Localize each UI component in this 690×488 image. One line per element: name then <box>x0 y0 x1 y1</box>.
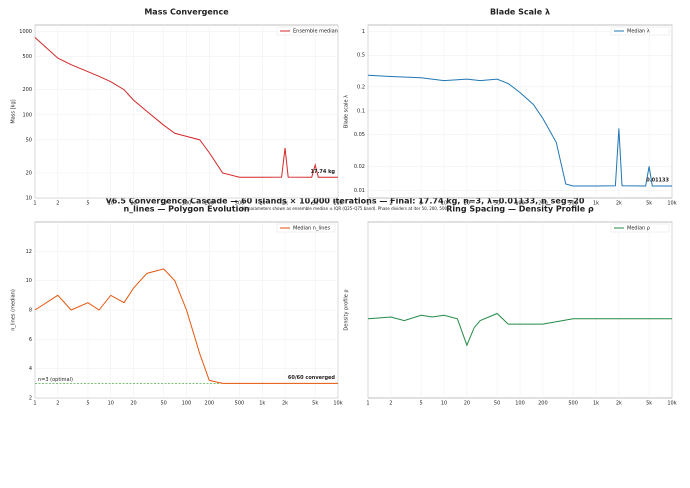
y-tick-label: 1 <box>362 29 365 35</box>
x-tick-label: 5k <box>646 201 652 207</box>
x-tick-label: 1k <box>593 201 599 207</box>
panel-title: Mass Convergence <box>144 8 229 17</box>
x-tick-label: 5k <box>646 401 652 407</box>
panel-title: Blade Scale λ <box>490 8 550 17</box>
x-tick-label: 20 <box>130 401 136 407</box>
y-tick-label: 10 <box>26 196 32 202</box>
x-tick-label: 20 <box>130 201 136 207</box>
y-tick-label: 0.5 <box>357 53 365 59</box>
x-tick-label: 1k <box>259 401 265 407</box>
x-tick-label: 10 <box>108 201 114 207</box>
panel-title: n_lines — Polygon Evolution <box>123 205 249 214</box>
y-tick-label: 0.02 <box>354 164 365 170</box>
x-tick-label: 100 <box>515 401 525 407</box>
annotation: 17.74 kg <box>311 169 336 175</box>
x-tick-label: 5 <box>420 401 423 407</box>
legend-label: Median ρ <box>627 226 650 232</box>
x-tick-label: 10k <box>667 201 676 207</box>
figure-subtitle: All parameters shown as ensemble median … <box>242 206 449 211</box>
x-tick-label: 500 <box>568 401 578 407</box>
annotation: 0.01133 <box>646 177 669 183</box>
x-tick-label: 200 <box>205 401 215 407</box>
y-axis-label: n_lines (median) <box>11 289 17 331</box>
x-tick-label: 1k <box>259 201 265 207</box>
y-tick-label: 0.2 <box>357 84 365 90</box>
x-tick-label: 1 <box>33 201 36 207</box>
series-line <box>367 74 672 187</box>
y-axis-label: Density profile ρ <box>344 289 350 330</box>
x-tick-label: 1k <box>593 401 599 407</box>
y-tick-label: 6 <box>29 337 32 343</box>
x-tick-label: 2k <box>282 401 288 407</box>
legend-label: Median λ <box>627 29 650 35</box>
y-tick-label: 10 <box>26 278 32 284</box>
x-tick-label: 10k <box>333 401 342 407</box>
x-tick-label: 5 <box>86 201 89 207</box>
x-tick-label: 200 <box>538 201 548 207</box>
x-tick-label: 10 <box>441 401 447 407</box>
y-tick-label: 20 <box>26 170 32 176</box>
y-tick-label: 500 <box>22 54 32 60</box>
annotation: 60/60 converged <box>288 375 336 381</box>
figure-title: V6.5 Convergence Cascade — 60 islands × … <box>106 197 585 206</box>
x-tick-label: 10 <box>108 401 114 407</box>
x-tick-label: 2 <box>56 201 59 207</box>
y-axis-label: Blade scale λ <box>344 95 350 128</box>
legend-box <box>610 223 670 233</box>
x-tick-label: 10k <box>333 201 342 207</box>
y-tick-label: 100 <box>22 112 32 118</box>
y-tick-label: 0.01 <box>354 188 365 194</box>
x-tick-label: 20 <box>464 201 470 207</box>
y-tick-label: 8 <box>29 308 32 314</box>
x-tick-label: 50 <box>161 401 167 407</box>
x-tick-label: 5k <box>312 401 318 407</box>
y-tick-label: 0.05 <box>354 132 365 138</box>
x-tick-label: 2k <box>282 201 288 207</box>
x-tick-label: 2 <box>389 201 392 207</box>
x-tick-label: 50 <box>494 401 500 407</box>
reference-label: n=3 (optimal) <box>38 377 73 383</box>
y-tick-label: 12 <box>26 249 32 255</box>
y-tick-label: 4 <box>29 366 32 372</box>
x-tick-label: 5k <box>312 201 318 207</box>
x-tick-label: 10 <box>441 201 447 207</box>
x-tick-label: 500 <box>235 401 245 407</box>
x-tick-label: 10k <box>667 401 676 407</box>
x-tick-label: 5 <box>86 401 89 407</box>
x-tick-label: 2 <box>389 401 392 407</box>
x-tick-label: 2 <box>56 401 59 407</box>
legend-label: Ensemble median <box>293 29 338 35</box>
x-tick-label: 20 <box>464 401 470 407</box>
x-tick-label: 2k <box>616 401 622 407</box>
x-tick-label: 200 <box>205 201 215 207</box>
y-axis-label: Mass [kg] <box>11 99 17 123</box>
legend-label: Median n_lines <box>293 226 330 232</box>
x-tick-label: 50 <box>161 201 167 207</box>
x-tick-label: 50 <box>494 201 500 207</box>
y-tick-label: 1000 <box>19 29 32 35</box>
x-tick-label: 100 <box>182 401 192 407</box>
series-line <box>34 37 338 178</box>
y-tick-label: 50 <box>26 137 32 143</box>
y-tick-label: 2 <box>29 396 32 402</box>
y-tick-label: 200 <box>22 87 32 93</box>
x-tick-label: 5 <box>420 201 423 207</box>
x-tick-label: 2k <box>616 201 622 207</box>
x-tick-label: 1 <box>366 401 369 407</box>
x-tick-label: 1 <box>33 401 36 407</box>
series-line <box>34 268 338 384</box>
series-line <box>367 312 672 347</box>
x-tick-label: 500 <box>568 201 578 207</box>
legend-box <box>276 26 336 36</box>
panel-title: Ring Spacing — Density Profile ρ <box>446 205 594 214</box>
x-tick-label: 100 <box>182 201 192 207</box>
x-tick-label: 100 <box>515 201 525 207</box>
x-tick-label: 500 <box>235 201 245 207</box>
x-tick-label: 200 <box>538 401 548 407</box>
x-tick-label: 1 <box>366 201 369 207</box>
legend-box <box>276 223 336 233</box>
legend-box <box>610 26 670 36</box>
y-tick-label: 0.1 <box>357 108 365 114</box>
